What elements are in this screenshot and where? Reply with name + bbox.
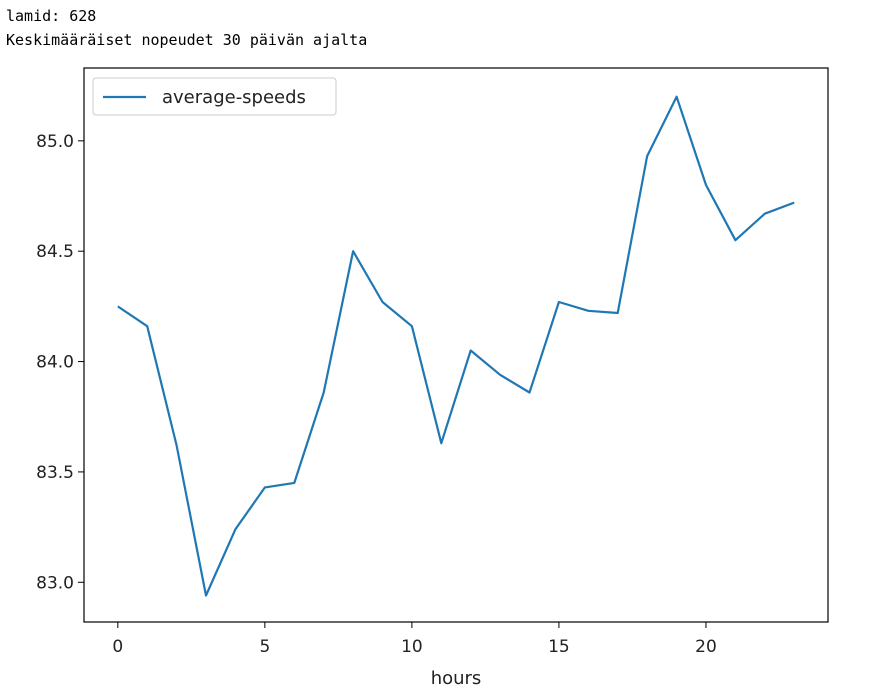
ticks-layer: 0 5 10 15 20 83.0 83.5 84.0 84.5 85.0 [36,132,717,657]
x-tick-label: 10 [401,637,423,657]
y-tick-label: 85.0 [36,132,74,152]
series-line-average-speeds [117,95,795,597]
x-tick-label: 20 [695,637,717,657]
lamid-line: lamid: 628 [6,7,97,25]
legend-label: average-speeds [162,87,306,108]
x-tick-label: 0 [112,637,123,657]
y-tick-label: 84.0 [36,353,74,373]
x-tick-label: 15 [548,637,570,657]
y-tick-label: 84.5 [36,242,74,262]
y-tick-label: 83.5 [36,463,74,483]
axes-frame [83,67,829,623]
x-axis-label: hours [431,668,482,689]
x-tick-label: 5 [259,637,270,657]
legend: average-speeds [92,77,337,116]
y-tick-label: 83.0 [36,573,74,593]
legend-box [92,77,337,116]
cell-output-text: lamid: 628 Keskimääräiset nopeudet 30 päi… [6,4,367,52]
chart-caption-line: Keskimääräiset nopeudet 30 päivän ajalta [6,31,368,49]
